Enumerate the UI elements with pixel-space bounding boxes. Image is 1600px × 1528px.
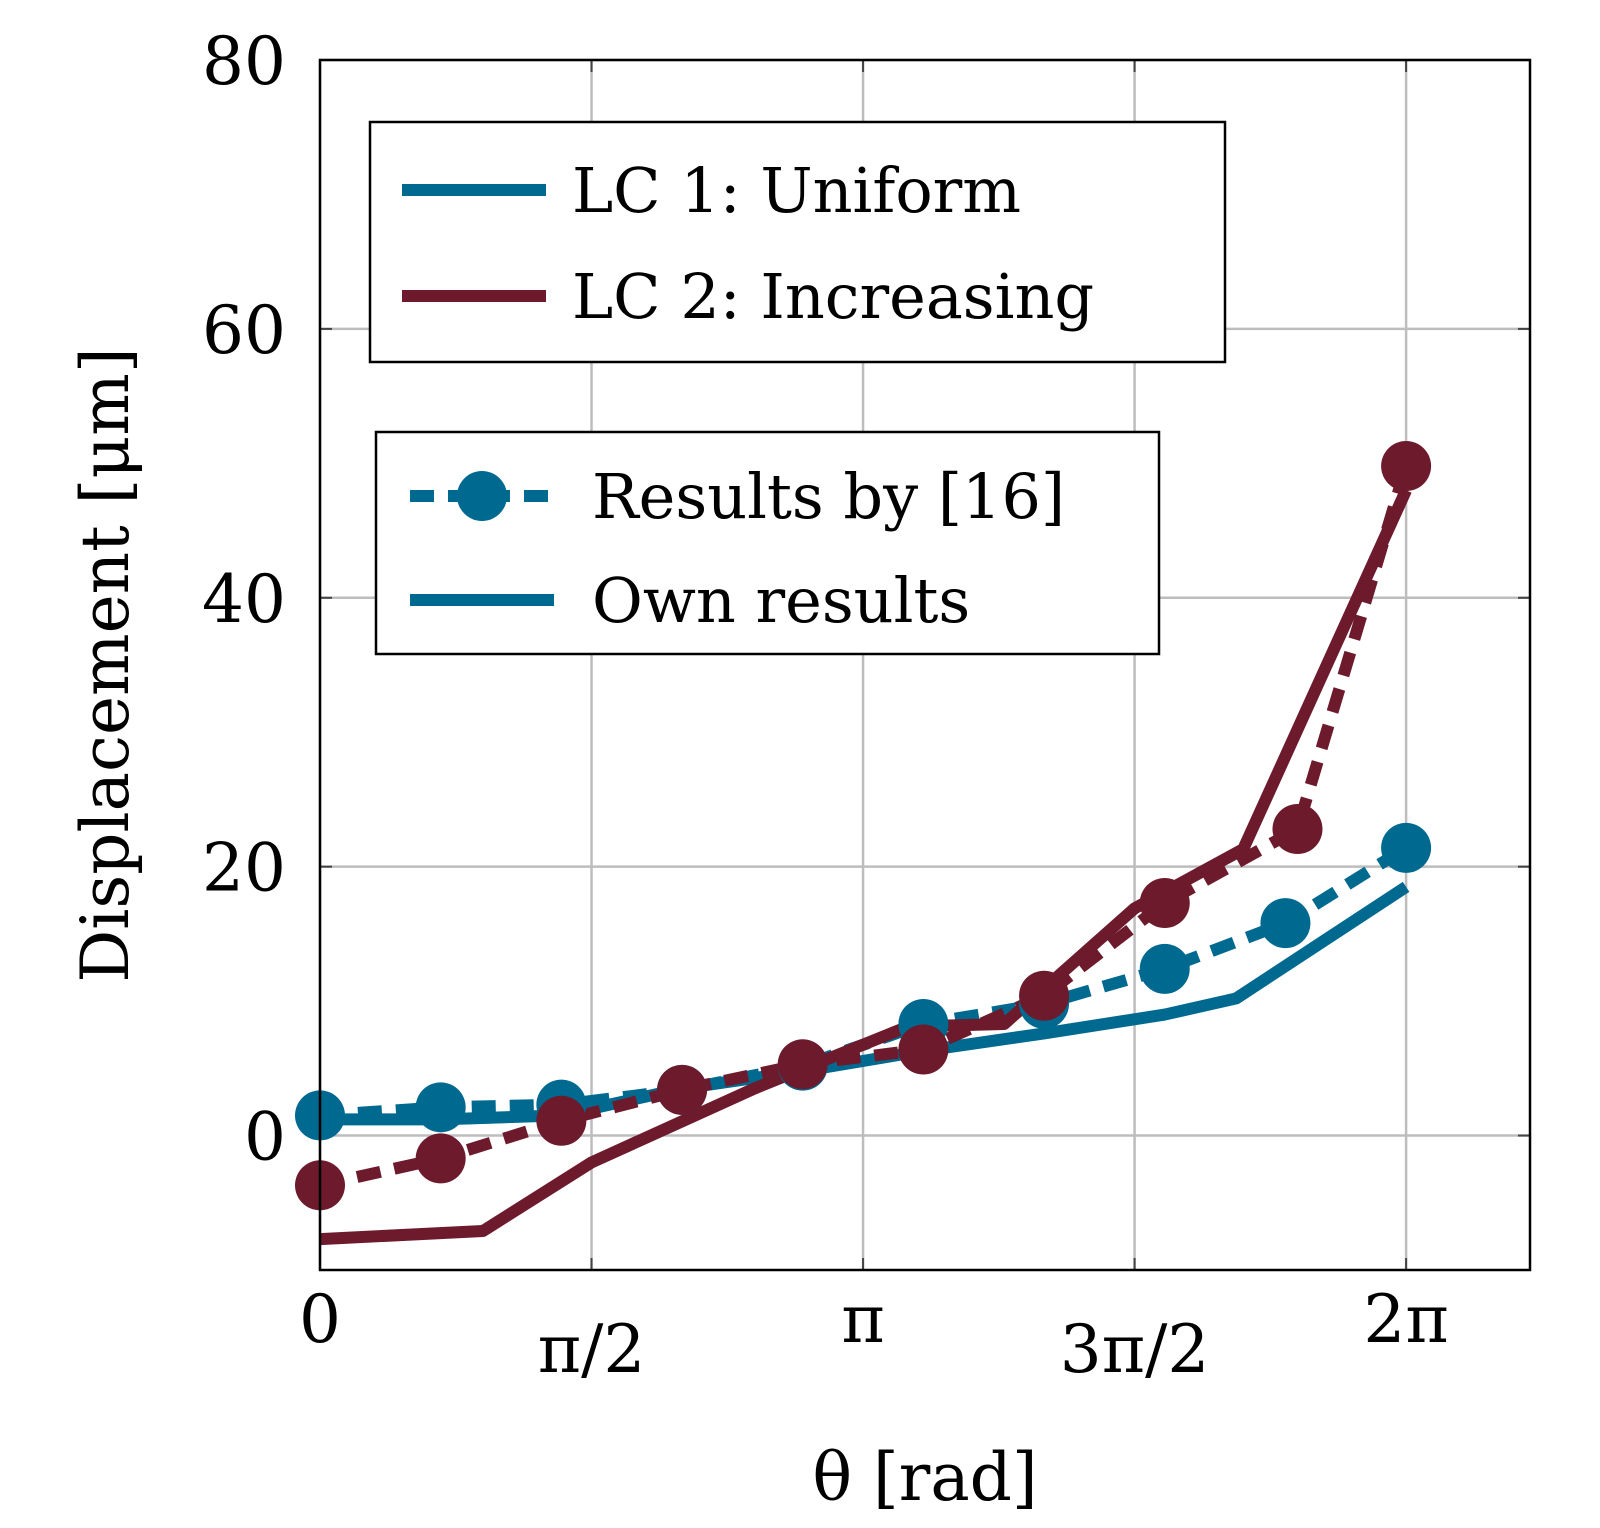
plot-frame [318,58,1532,1272]
y-tick-label: 80 [202,23,286,100]
legend-loadcases-label-2: LC 2: Increasing [572,260,1094,333]
data-point-lc2 [1019,970,1070,1021]
data-point-lc2 [657,1064,708,1115]
y-tick-label: 20 [202,830,286,907]
data-point-lc2 [1381,441,1432,492]
data-point-lc1 [415,1082,466,1133]
y-tick-label: 40 [202,561,286,638]
series-layer [295,441,1432,1246]
data-point-lc2 [1139,877,1190,928]
data-point-lc2 [777,1039,828,1090]
x-axis-title: θ [rad] [812,1439,1037,1516]
y-tick-label: 0 [244,1099,286,1176]
data-point-lc2 [536,1095,587,1146]
data-point-lc1 [1381,822,1432,873]
x-tick-label: 0 [299,1281,341,1358]
legend-styles-label-1: Results by [16] [592,460,1065,533]
data-point-lc1 [1139,943,1190,994]
legend-styles-label-2: Own results [592,564,970,637]
tick-labels: 0 π/2 π 3π/2 2π 0 20 40 60 80 [202,23,1449,1388]
legend-styles-marker [457,471,507,521]
data-point-lc2 [1272,804,1323,855]
legend-styles-box [374,430,1161,656]
data-point-lc1 [1260,898,1311,949]
legend-loadcases-label-1: LC 1: Uniform [572,154,1021,227]
x-tick-label: π/2 [538,1311,646,1388]
data-point-lc2 [898,1024,949,1075]
x-tick-label: π [841,1281,884,1358]
data-point-lc2 [415,1133,466,1184]
x-tick-label: 3π/2 [1060,1311,1210,1388]
legend-loadcases-box [368,120,1227,364]
y-tick-label: 60 [202,292,286,369]
series-line-own-lc1 [320,881,1410,1126]
x-tick-label: 2π [1363,1281,1448,1358]
legend-styles: Results by [16] Own results [374,430,1161,656]
legend-loadcases: LC 1: Uniform LC 2: Increasing [368,120,1227,364]
y-axis-title: Displacement [μm] [67,347,144,982]
